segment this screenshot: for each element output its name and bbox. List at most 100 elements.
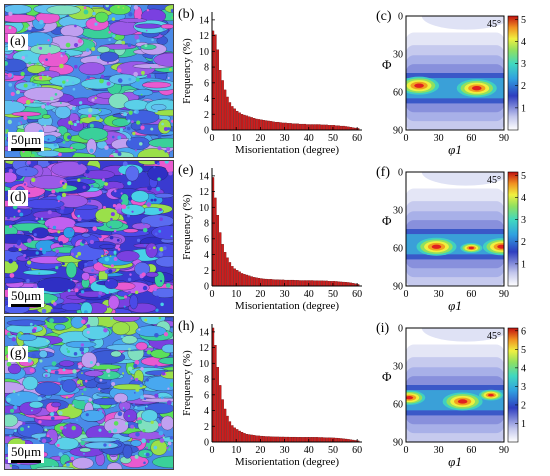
grain [140, 397, 173, 403]
fine-grain [62, 181, 65, 185]
fine-grain [90, 184, 94, 188]
fine-grain [72, 87, 76, 91]
histogram-bar [265, 436, 268, 443]
histogram-bar [262, 436, 265, 443]
ebsd-orientation-map [4, 160, 174, 314]
histogram-bar [228, 102, 232, 131]
fine-grain [171, 16, 173, 19]
histogram-bar [323, 280, 326, 287]
x-tick-label: 50 [328, 445, 338, 456]
grain [16, 255, 30, 262]
fine-grain [134, 406, 138, 409]
odf-x-tick-label: 0 [404, 133, 409, 144]
panel-label: (i) [376, 321, 390, 336]
fine-grain [80, 343, 85, 347]
y-axis-label: Frequency (%) [181, 194, 193, 260]
histogram-bar [221, 399, 224, 443]
grain [60, 24, 84, 38]
fine-grain [94, 97, 97, 100]
fine-grain [61, 84, 65, 88]
x-tick-label: 0 [210, 289, 215, 300]
grain [134, 23, 162, 29]
fine-grain [63, 357, 66, 360]
odf-x-tick-label: 90 [499, 289, 509, 300]
x-tick-label: 20 [255, 445, 265, 456]
fine-grain [169, 436, 173, 440]
odf-x-axis-label: φ1 [448, 298, 462, 312]
histogram-bar [320, 437, 324, 443]
fine-grain [77, 217, 82, 222]
fine-grain [12, 245, 16, 248]
fine-grain [152, 246, 156, 250]
fine-grain [17, 333, 22, 338]
fine-grain [117, 248, 121, 251]
y-tick-label: 14 [199, 327, 209, 338]
fine-grain [100, 74, 105, 78]
odf-y-tick-label: 30 [393, 206, 403, 217]
fine-grain [112, 34, 116, 38]
histogram-bar [286, 436, 290, 443]
grain [60, 302, 84, 311]
histogram-bar [272, 436, 275, 443]
y-tick-label: 2 [204, 266, 209, 277]
fine-grain [123, 112, 128, 117]
histogram-bar [342, 125, 345, 131]
histogram-bar [216, 215, 220, 287]
fine-grain [105, 289, 110, 295]
fine-grain [6, 361, 12, 367]
fine-grain [122, 7, 125, 9]
fine-grain [47, 210, 52, 215]
fine-grain [139, 383, 143, 388]
grain [6, 319, 46, 327]
fine-grain [142, 285, 148, 291]
fine-grain [108, 144, 111, 147]
fine-grain [143, 244, 146, 247]
grain [84, 441, 119, 450]
histogram-bar [277, 121, 280, 131]
fine-grain [81, 372, 83, 374]
fine-grain [146, 439, 150, 443]
fine-grain [26, 260, 32, 265]
fine-grain [38, 438, 41, 441]
grain [147, 166, 168, 181]
fine-grain [49, 96, 54, 101]
grain [86, 138, 97, 155]
grain [140, 44, 157, 50]
x-tick-label: 0 [210, 445, 215, 456]
fine-grain [127, 366, 133, 371]
fine-grain [64, 426, 67, 429]
fine-grain [66, 79, 69, 82]
fine-grain [39, 359, 43, 363]
fine-grain [146, 350, 152, 355]
fine-grain [78, 101, 83, 105]
fine-grain [160, 396, 164, 400]
fine-grain [86, 75, 91, 79]
colorbar-tick-label: 3 [521, 382, 526, 393]
fine-grain [126, 126, 131, 131]
colorbar [507, 327, 519, 443]
fine-grain [38, 420, 42, 424]
fine-grain [28, 192, 31, 195]
fine-grain [71, 106, 76, 111]
grain [23, 87, 64, 101]
histogram-bar [340, 125, 343, 131]
fine-grain [135, 77, 140, 82]
grain [54, 324, 66, 331]
grain [151, 104, 167, 111]
histogram-bar [223, 89, 227, 131]
grain [46, 5, 81, 16]
fine-grain [41, 61, 45, 64]
fine-grain [115, 439, 119, 444]
fine-grain [105, 5, 109, 8]
scale-bar: 50μm [8, 288, 45, 307]
fine-grain [158, 207, 162, 212]
histogram-bar [294, 280, 297, 287]
ebsd-orientation-map [4, 316, 174, 470]
fine-grain [41, 438, 47, 444]
grain [80, 78, 115, 90]
fine-grain [158, 252, 164, 257]
fine-grain [122, 372, 125, 375]
grain [111, 321, 130, 336]
y-tick-label: 4 [204, 94, 209, 105]
